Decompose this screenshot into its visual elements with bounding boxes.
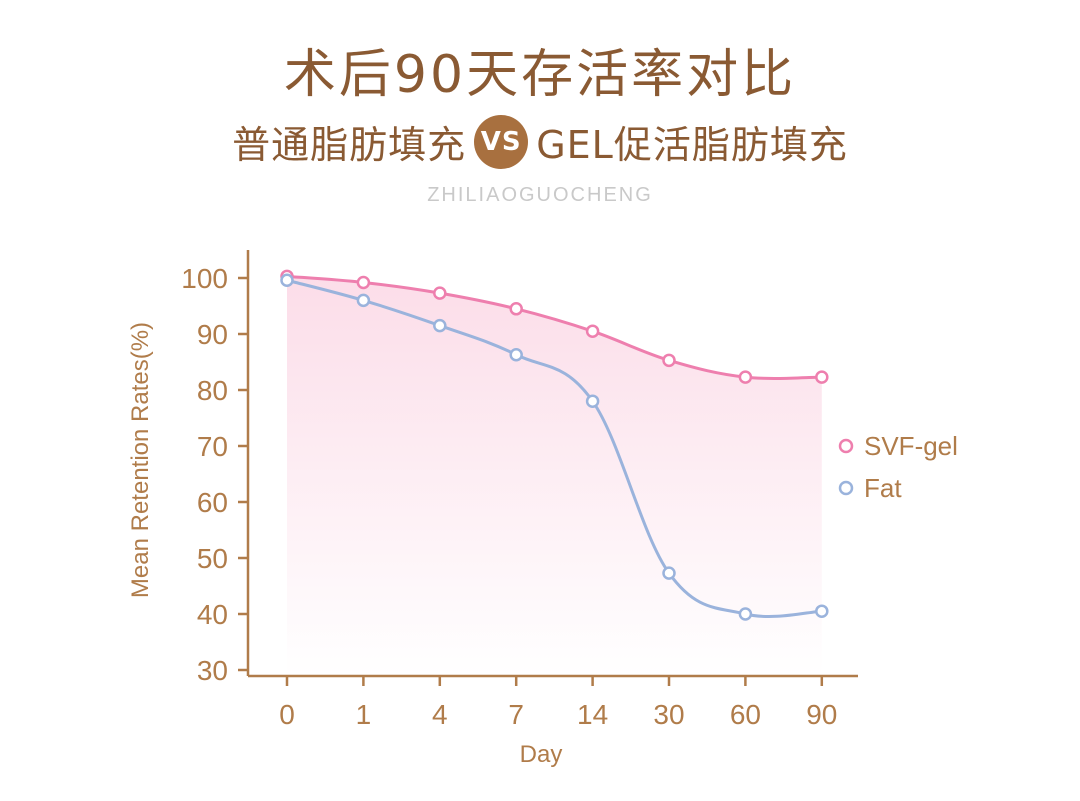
legend-label-fat: Fat (864, 473, 902, 503)
x-tick-label: 90 (806, 699, 837, 730)
subtitle-left: 普通脂肪填充 (232, 123, 467, 167)
fat-point (585, 394, 600, 408)
svf-gel-point (509, 302, 523, 316)
fat-point (815, 604, 829, 618)
y-tick-label: 60 (197, 487, 228, 518)
legend-marker-fat (838, 480, 854, 496)
page-subtitle: 普通脂肪填充 VS GEL促活脂肪填充 (0, 114, 1080, 169)
x-tick-label: 0 (279, 699, 295, 730)
x-tick-label: 1 (356, 699, 372, 730)
fat-point (509, 347, 523, 362)
svf-gel-point (738, 370, 753, 384)
fat-point (433, 318, 447, 333)
svf-gel-point (356, 275, 371, 290)
svf-gel-point (815, 370, 829, 384)
fat-point (356, 293, 371, 308)
svf-gel-area-fill (287, 276, 822, 676)
y-tick-label: 30 (197, 655, 228, 686)
page-title: 术后90天存活率对比 (283, 45, 797, 105)
x-axis-title: Day (520, 741, 563, 768)
subtitle-right: GEL促活脂肪填充 (536, 123, 848, 167)
vs-badge: VS (474, 114, 529, 169)
fat-point (280, 273, 294, 287)
svf-gel-point (433, 286, 447, 300)
y-tick-label: 90 (197, 319, 228, 350)
y-tick-label: 70 (197, 431, 228, 462)
x-tick-label: 14 (577, 699, 608, 730)
x-tick-label: 7 (508, 699, 524, 730)
x-tick-label: 4 (432, 699, 448, 730)
fat-point (662, 566, 676, 580)
legend-marker-svf-gel (838, 438, 854, 454)
legend-label-svf-gel: SVF-gel (864, 431, 958, 461)
fat-point (738, 607, 753, 621)
y-tick-label: 40 (197, 599, 228, 630)
fat-line (286, 278, 822, 618)
x-tick-label: 60 (730, 699, 761, 730)
svf-gel-point (662, 353, 676, 368)
svf-gel-point (585, 324, 600, 338)
y-tick-label: 50 (197, 543, 228, 574)
y-tick-label: 100 (181, 263, 228, 294)
svf-gel-line (286, 274, 822, 380)
y-axis-title: Mean Retention Rates(%) (127, 322, 154, 598)
y-tick-label: 80 (197, 375, 228, 406)
watermark: ZHILIAOGUOCHENG (427, 184, 653, 206)
x-tick-label: 30 (653, 699, 684, 730)
